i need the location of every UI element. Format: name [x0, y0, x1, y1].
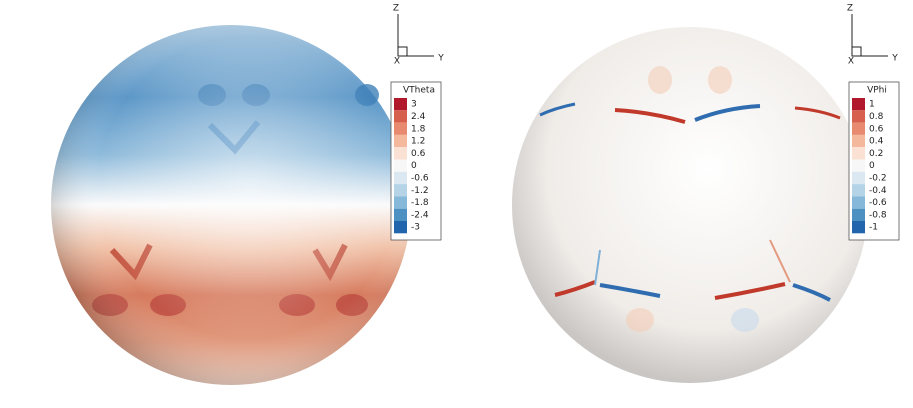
- axis-label-y: Y: [437, 54, 444, 64]
- legend-level: 0.4: [869, 137, 884, 147]
- legend-swatch: [394, 134, 407, 148]
- axis-triad: Z Y X: [847, 4, 898, 67]
- sphere-left: [51, 25, 411, 385]
- legend-swatch: [394, 184, 407, 197]
- legend-level: -0.4: [869, 186, 887, 196]
- legend-level: 2.4: [411, 112, 426, 122]
- legend-level: 0.2: [869, 149, 883, 159]
- legend: VTheta 3 2.4 1.8 1.2 0.6 0 -0.6 -1.2 -1.8 -2.4 -3: [390, 81, 442, 241]
- legend-level: 0.6: [869, 124, 884, 134]
- legend-level: -1.2: [411, 186, 429, 196]
- legend-swatch: [394, 208, 407, 221]
- legend-level: 0: [411, 161, 417, 171]
- legend-level: -0.2: [869, 173, 887, 183]
- axis-x: [851, 46, 862, 57]
- legend-level: -1.8: [411, 198, 429, 208]
- legend-swatch: [394, 159, 407, 172]
- legend-swatch: [394, 221, 407, 234]
- legend-level: 1.2: [411, 137, 425, 147]
- legend-level: -3: [411, 223, 420, 233]
- legend-level: 0.8: [869, 112, 884, 122]
- legend-swatch: [394, 110, 407, 123]
- legend-level: -0.6: [869, 198, 887, 208]
- axis-label-x: X: [848, 57, 854, 67]
- axis-label-z: Z: [393, 4, 399, 14]
- legend-level: -1: [869, 223, 878, 233]
- legend-swatch: [852, 110, 865, 123]
- legend-swatch: [852, 184, 865, 197]
- legend-title: VTheta: [403, 86, 435, 96]
- legend-level: 3: [411, 100, 417, 110]
- axis-label-z: Z: [847, 4, 853, 14]
- legend-swatch: [852, 221, 865, 234]
- legend-title: VPhi: [867, 86, 887, 96]
- legend-swatch: [852, 159, 865, 172]
- legend-level: -0.8: [869, 210, 887, 220]
- legend-swatch: [852, 196, 865, 209]
- legend-swatch: [394, 147, 407, 160]
- legend-level: 0: [869, 161, 875, 171]
- legend-level: 0.6: [411, 149, 426, 159]
- axis-triad: Z Y X: [393, 4, 444, 67]
- legend-swatch: [394, 98, 407, 111]
- legend-swatch: [852, 147, 865, 160]
- legend-level: -0.6: [411, 173, 429, 183]
- axis-label-y: Y: [891, 54, 898, 64]
- legend: VPhi 1 0.8 0.6 0.4 0.2 0 -0.2 -0.4 -0.6 -0.8 -1: [848, 81, 900, 241]
- axis-x: [397, 46, 408, 57]
- legend-level: -2.4: [411, 210, 429, 220]
- legend-swatch: [394, 171, 407, 185]
- legend-swatch: [852, 171, 865, 185]
- sphere-right: [512, 27, 868, 383]
- axis-label-x: X: [394, 57, 400, 67]
- legend-swatch: [852, 122, 865, 135]
- legend-level: 1.8: [411, 124, 426, 134]
- legend-swatch: [852, 98, 865, 111]
- legend-swatch: [852, 208, 865, 221]
- legend-level: 1: [869, 100, 875, 110]
- legend-swatch: [394, 196, 407, 209]
- legend-swatch: [394, 122, 407, 135]
- legend-swatch: [852, 134, 865, 148]
